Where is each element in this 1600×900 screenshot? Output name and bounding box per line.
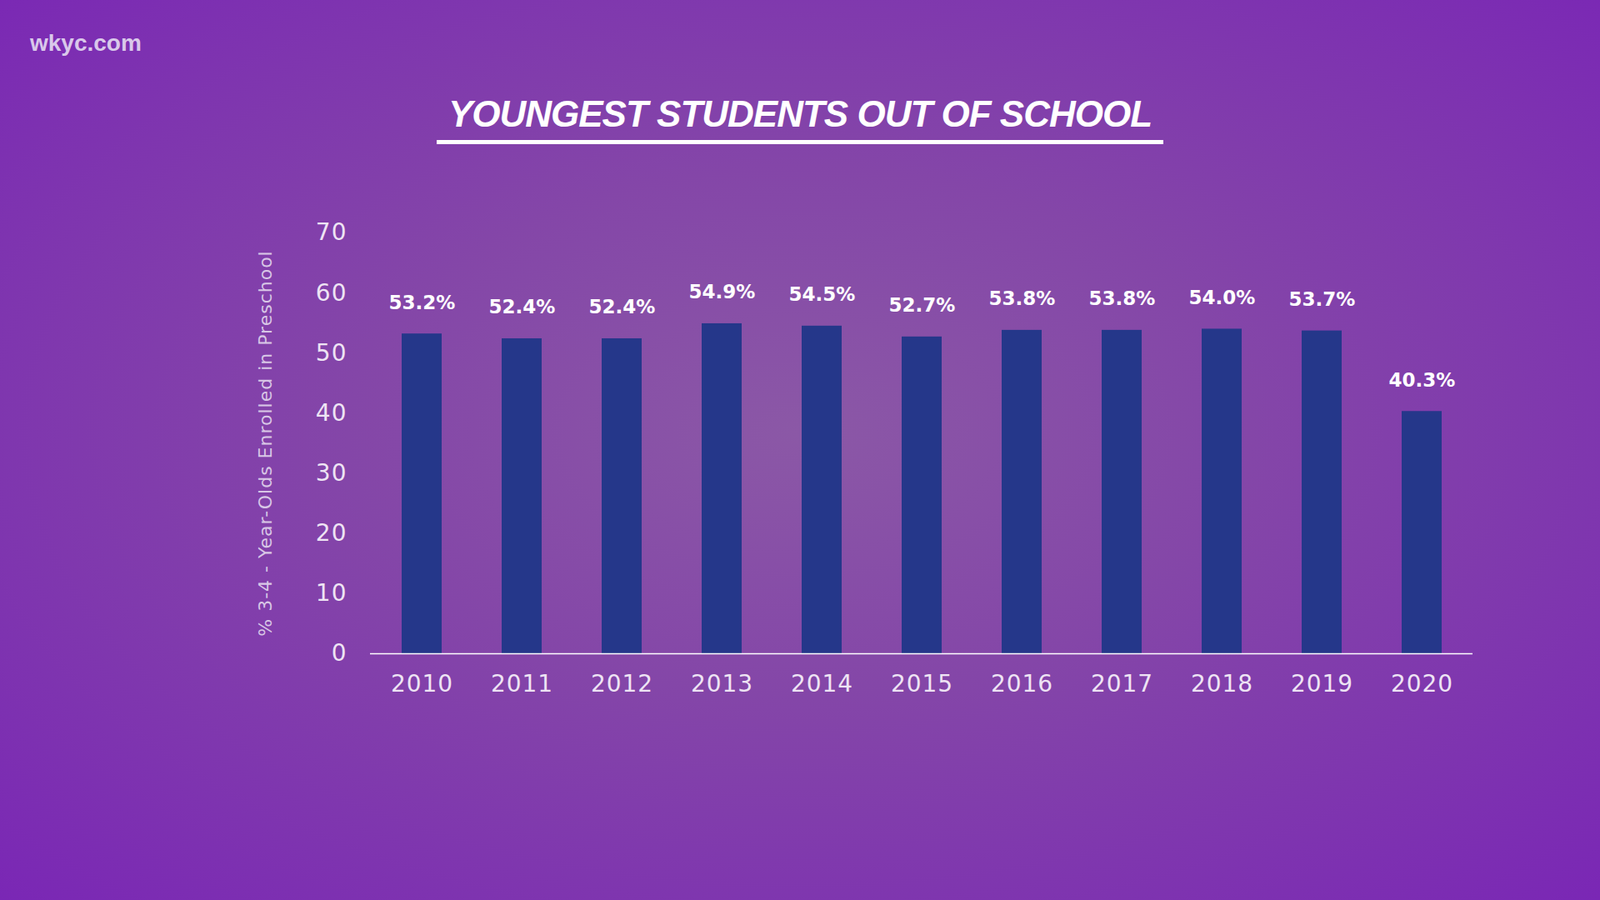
- svg-text:52.7%: 52.7%: [889, 294, 956, 316]
- svg-text:2016: 2016: [990, 670, 1054, 698]
- svg-text:2014: 2014: [790, 670, 854, 698]
- html-text:YOUNGEST STUDENTS OUT OF SCHOO: YOUNGEST STUDENTS OUT OF SCHOOL: [448, 93, 1152, 135]
- svg-text:54.9%: 54.9%: [689, 280, 756, 303]
- svg-text:2020: 2020: [1390, 670, 1454, 698]
- svg-text:54.5%: 54.5%: [789, 283, 856, 305]
- svg-text:53.7%: 53.7%: [1289, 288, 1356, 310]
- svg-text:20: 20: [315, 519, 348, 547]
- svg-text:2019: 2019: [1290, 670, 1354, 698]
- svg-text:2013: 2013: [690, 670, 754, 698]
- svg-text:53.8%: 53.8%: [989, 287, 1056, 310]
- svg-text:52.4%: 52.4%: [489, 295, 556, 318]
- svg-text:53.2%: 53.2%: [389, 291, 456, 314]
- svg-text:0: 0: [331, 639, 348, 667]
- svg-text:2015: 2015: [890, 670, 954, 698]
- svg-text:52.4%: 52.4%: [589, 295, 656, 318]
- svg-text:2017: 2017: [1090, 670, 1154, 698]
- svg-text:2010: 2010: [390, 670, 454, 698]
- svg-text:60: 60: [315, 279, 348, 307]
- svg-text:30: 30: [315, 459, 348, 487]
- svg-text:54.0%: 54.0%: [1189, 286, 1256, 309]
- html-text:wkyc.com: wkyc.com: [30, 30, 142, 56]
- html-text:% 3-4 - Year-Olds Enrolled in: % 3-4 - Year-Olds Enrolled in Preschool: [254, 250, 276, 637]
- svg-text:40: 40: [315, 399, 348, 427]
- svg-text:53.8%: 53.8%: [1089, 287, 1156, 310]
- svg-text:40.3%: 40.3%: [1389, 369, 1456, 391]
- svg-text:70: 70: [315, 218, 348, 246]
- svg-text:2018: 2018: [1190, 670, 1254, 698]
- svg-text:2011: 2011: [490, 670, 554, 698]
- svg-text:10: 10: [315, 579, 348, 607]
- svg-text:50: 50: [315, 339, 348, 367]
- svg-text:2012: 2012: [590, 670, 654, 698]
